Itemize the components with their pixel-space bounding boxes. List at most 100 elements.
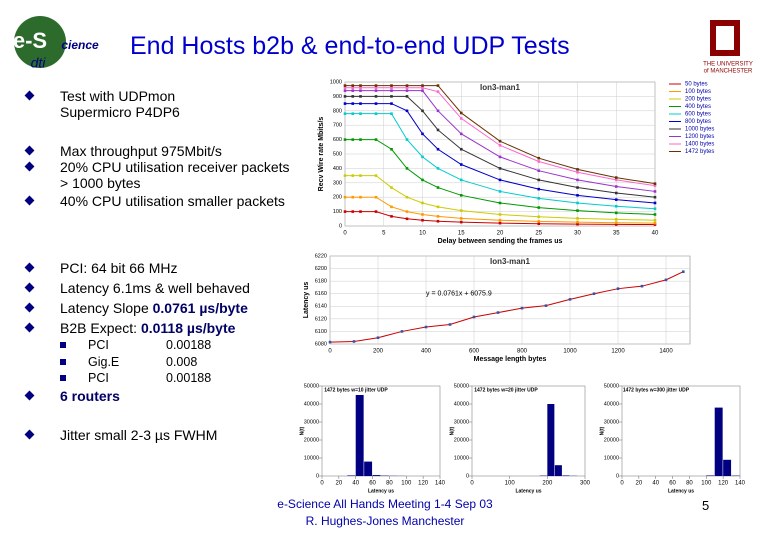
x-tick-label: 20	[636, 481, 643, 487]
legend-label: 1200 bytes	[685, 134, 714, 140]
point-marker	[544, 304, 548, 307]
point-marker	[498, 144, 502, 147]
y-tick-label: 30000	[604, 419, 619, 425]
point-marker	[390, 112, 393, 115]
sub-marker	[60, 375, 66, 381]
x-axis-label: Latency us	[368, 488, 394, 494]
y-tick-label: 0	[339, 223, 342, 229]
point-marker	[351, 112, 355, 115]
legend-label: 800 bytes	[685, 119, 711, 125]
point-marker	[359, 112, 362, 115]
point-marker	[374, 174, 378, 177]
point-marker	[576, 222, 579, 226]
x-tick-label: 20	[497, 231, 504, 237]
y-tick-label: 10000	[304, 455, 319, 461]
point-marker	[374, 89, 378, 92]
point-marker	[537, 222, 541, 225]
y-tick-label: 0	[466, 473, 469, 479]
point-marker	[390, 147, 393, 151]
legend-label: 1000 bytes	[685, 127, 714, 133]
point-marker	[359, 174, 362, 177]
point-marker	[576, 186, 579, 189]
bullet-text: Max throughput 975Mbit/s	[60, 143, 300, 159]
point-marker	[537, 169, 541, 173]
logo-left: e-S cience dti	[13, 16, 99, 71]
y-tick-label: 500	[333, 151, 342, 157]
y-tick-label: 800	[333, 108, 342, 114]
y-tick-label: 6140	[315, 304, 327, 310]
point-marker	[436, 167, 440, 170]
logo-globe	[14, 16, 66, 68]
histogram-bar	[347, 475, 356, 476]
point-marker	[653, 182, 657, 185]
point-marker	[498, 155, 502, 159]
x-tick-label: 0	[620, 481, 624, 487]
point-marker	[537, 160, 541, 163]
point-marker	[343, 86, 347, 90]
x-tick-label: 120	[418, 481, 429, 487]
point-marker	[359, 95, 362, 98]
annotation: y = 0.0761x + 6075.9	[426, 291, 492, 298]
text-run: Latency 6.1ms & well behaved	[60, 280, 250, 296]
histogram-bar	[355, 395, 364, 476]
chart-title: 1472 bytes w=20 jitter UDP	[474, 387, 538, 393]
point-marker	[351, 95, 355, 98]
point-marker	[436, 90, 440, 93]
point-marker	[343, 210, 347, 213]
text-run: 6 routers	[60, 388, 120, 404]
text-run: 0.0118 µs/byte	[140, 320, 236, 336]
point-marker	[351, 89, 355, 92]
y-tick-label: 0	[316, 473, 319, 479]
series-line	[345, 175, 656, 221]
x-tick-label: 300	[580, 481, 591, 487]
point-marker	[614, 221, 618, 224]
point-marker	[359, 86, 362, 90]
x-tick-label: 60	[369, 481, 376, 487]
point-marker	[592, 292, 596, 296]
point-marker	[424, 325, 428, 329]
y-tick-label: 600	[333, 137, 342, 143]
y-axis-label: Latency us	[303, 282, 310, 319]
x-axis-label: Latency us	[668, 488, 694, 494]
y-axis-label: N(t)	[449, 426, 455, 435]
point-marker	[421, 89, 424, 92]
legend-label: 50 bytes	[685, 82, 708, 88]
x-tick-label: 0	[470, 481, 474, 487]
point-marker	[374, 138, 378, 141]
point-marker	[576, 194, 579, 197]
logo-org: dti	[31, 55, 47, 71]
point-marker	[421, 201, 424, 205]
x-tick-label: 1400	[659, 349, 673, 355]
x-tick-label: 40	[652, 231, 659, 237]
text-run: Jitter small 2-3 µs FWHM	[60, 427, 218, 443]
y-tick-label: 20000	[604, 437, 619, 443]
point-marker	[405, 95, 409, 98]
sub-label: PCI	[88, 371, 109, 385]
point-marker	[421, 86, 424, 90]
point-marker	[351, 84, 355, 87]
chart: 0 100 200 300 400 500 600 700 800 900 1000 0 5 10 15 20…	[318, 79, 715, 244]
y-tick-label: 200	[333, 195, 342, 201]
point-marker	[436, 128, 440, 132]
point-marker	[520, 306, 524, 310]
chart: 6080 6100 6120 6140 6160 6180 6200 6220 0 200 400 6…	[303, 253, 691, 363]
point-marker	[390, 205, 393, 209]
point-marker	[448, 323, 452, 326]
point-marker	[390, 95, 393, 98]
point-marker	[436, 84, 440, 87]
point-marker	[374, 195, 378, 199]
y-tick-label: 30000	[304, 419, 319, 425]
point-marker	[421, 132, 424, 136]
y-tick-label: 40000	[454, 401, 469, 407]
bullet-text: Latency Slope 0.0761 µs/byte	[60, 300, 300, 316]
text-run: Test with UDPmon	[60, 88, 176, 104]
point-marker	[614, 178, 618, 182]
y-tick-label: 700	[333, 123, 342, 129]
point-marker	[405, 89, 409, 92]
x-tick-label: 140	[435, 481, 446, 487]
point-marker	[359, 138, 362, 141]
y-tick-label: 50000	[454, 383, 469, 389]
point-marker	[576, 168, 579, 171]
y-tick-label: 6120	[315, 316, 327, 322]
